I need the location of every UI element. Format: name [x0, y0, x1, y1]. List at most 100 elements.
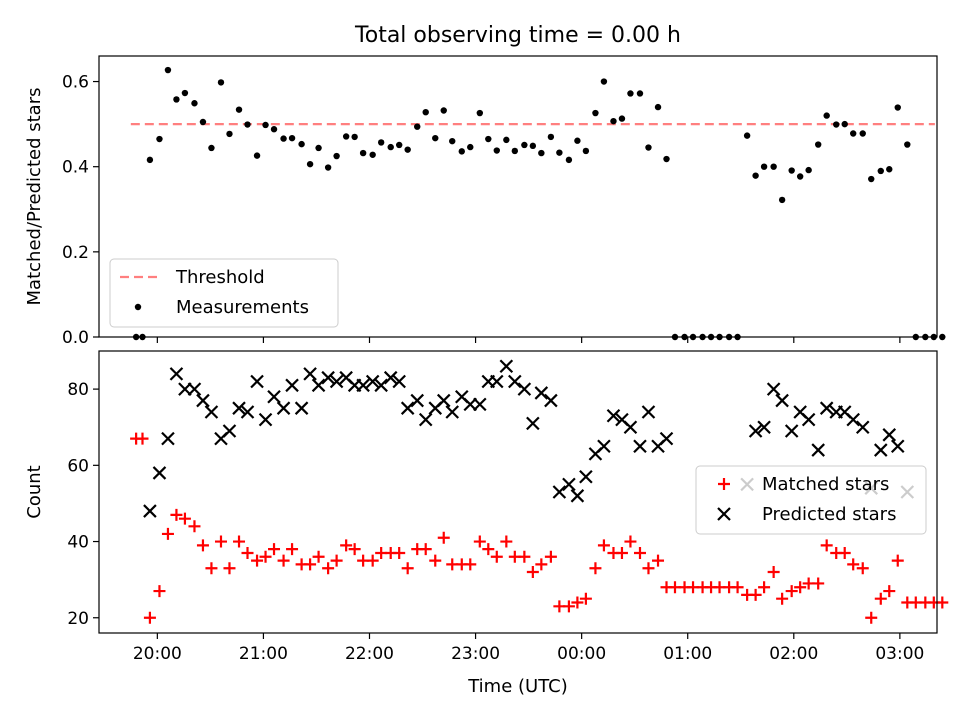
data-point — [589, 562, 602, 575]
data-point — [610, 117, 617, 125]
data-point — [850, 130, 857, 137]
series-measurements — [132, 66, 946, 341]
data-point — [164, 66, 172, 74]
data-point — [262, 121, 269, 129]
legend-x-swatch — [717, 507, 731, 521]
data-point — [303, 367, 317, 381]
data-point — [890, 439, 905, 454]
data-point — [579, 592, 592, 605]
data-point — [846, 412, 860, 427]
data-point — [306, 160, 314, 168]
data-point — [414, 123, 421, 130]
data-point — [191, 100, 198, 107]
y-tick-label: 80 — [67, 380, 89, 400]
data-point — [143, 611, 156, 624]
data-point — [226, 130, 233, 138]
data-point — [882, 428, 897, 442]
legend-box — [109, 258, 339, 328]
x-tick-label: 02:00 — [769, 644, 818, 664]
data-point — [440, 107, 447, 114]
data-point — [562, 600, 575, 613]
data-point — [432, 134, 439, 142]
legend-dot-swatch — [134, 303, 142, 311]
data-point — [654, 103, 662, 111]
data-point — [233, 535, 246, 548]
data-point — [490, 374, 504, 389]
data-point — [544, 393, 558, 408]
data-point — [476, 109, 484, 117]
data-point — [627, 90, 634, 97]
series-matched-stars — [130, 432, 949, 624]
data-point — [199, 118, 207, 126]
data-point — [877, 167, 884, 175]
data-point — [374, 378, 388, 393]
data-point — [856, 562, 869, 575]
data-point — [464, 558, 477, 571]
data-point — [437, 531, 450, 544]
data-point — [606, 409, 621, 423]
data-point — [419, 543, 432, 556]
x-tick-label: 23:00 — [451, 644, 500, 664]
y-tick-label: 0.0 — [62, 328, 89, 348]
data-point — [615, 546, 628, 559]
data-point — [286, 543, 299, 556]
x-tick-label: 20:00 — [133, 644, 182, 664]
data-point — [490, 550, 503, 563]
axes-frame — [98, 350, 938, 634]
data-point — [410, 393, 425, 408]
data-point — [868, 175, 875, 183]
data-point — [645, 144, 652, 151]
data-point — [508, 374, 522, 389]
data-point — [404, 146, 411, 153]
data-point — [529, 142, 537, 150]
data-point — [146, 156, 154, 164]
data-point — [173, 96, 180, 103]
x-tick-label: 22:00 — [345, 644, 394, 664]
data-point — [250, 374, 264, 389]
data-point — [170, 508, 183, 521]
data-point — [395, 141, 403, 149]
data-point — [348, 543, 361, 556]
data-point — [485, 135, 492, 143]
data-point — [939, 333, 946, 341]
legend-label: Measurements — [176, 297, 309, 318]
data-point — [205, 562, 218, 575]
data-point — [244, 121, 251, 128]
data-point — [663, 155, 670, 163]
data-point — [775, 393, 789, 408]
data-point — [136, 432, 149, 445]
data-point — [517, 382, 532, 396]
data-point — [188, 520, 201, 533]
data-point — [467, 143, 474, 151]
data-point — [330, 554, 343, 567]
data-point — [886, 166, 893, 173]
y-tick-label: 0.2 — [62, 243, 89, 263]
data-point — [841, 120, 848, 128]
data-point — [436, 393, 451, 408]
data-point — [805, 166, 812, 174]
data-point — [445, 405, 460, 419]
data-point — [752, 172, 759, 179]
data-point — [280, 135, 287, 142]
data-point — [633, 439, 647, 454]
data-point — [276, 401, 291, 415]
data-point — [891, 554, 904, 567]
data-point — [618, 115, 626, 122]
data-point — [235, 106, 243, 113]
data-point — [642, 562, 655, 575]
data-point — [571, 596, 584, 609]
data-point — [814, 141, 822, 148]
data-point — [521, 141, 528, 149]
data-point — [770, 163, 777, 170]
x-tick-label: 03:00 — [875, 644, 924, 664]
data-point — [315, 144, 322, 152]
data-point — [241, 546, 254, 559]
data-point — [429, 554, 442, 567]
data-point — [482, 543, 495, 556]
data-point — [859, 130, 866, 137]
data-point — [757, 420, 771, 434]
data-point — [535, 558, 548, 571]
data-point — [288, 134, 296, 142]
data-point — [511, 147, 519, 155]
